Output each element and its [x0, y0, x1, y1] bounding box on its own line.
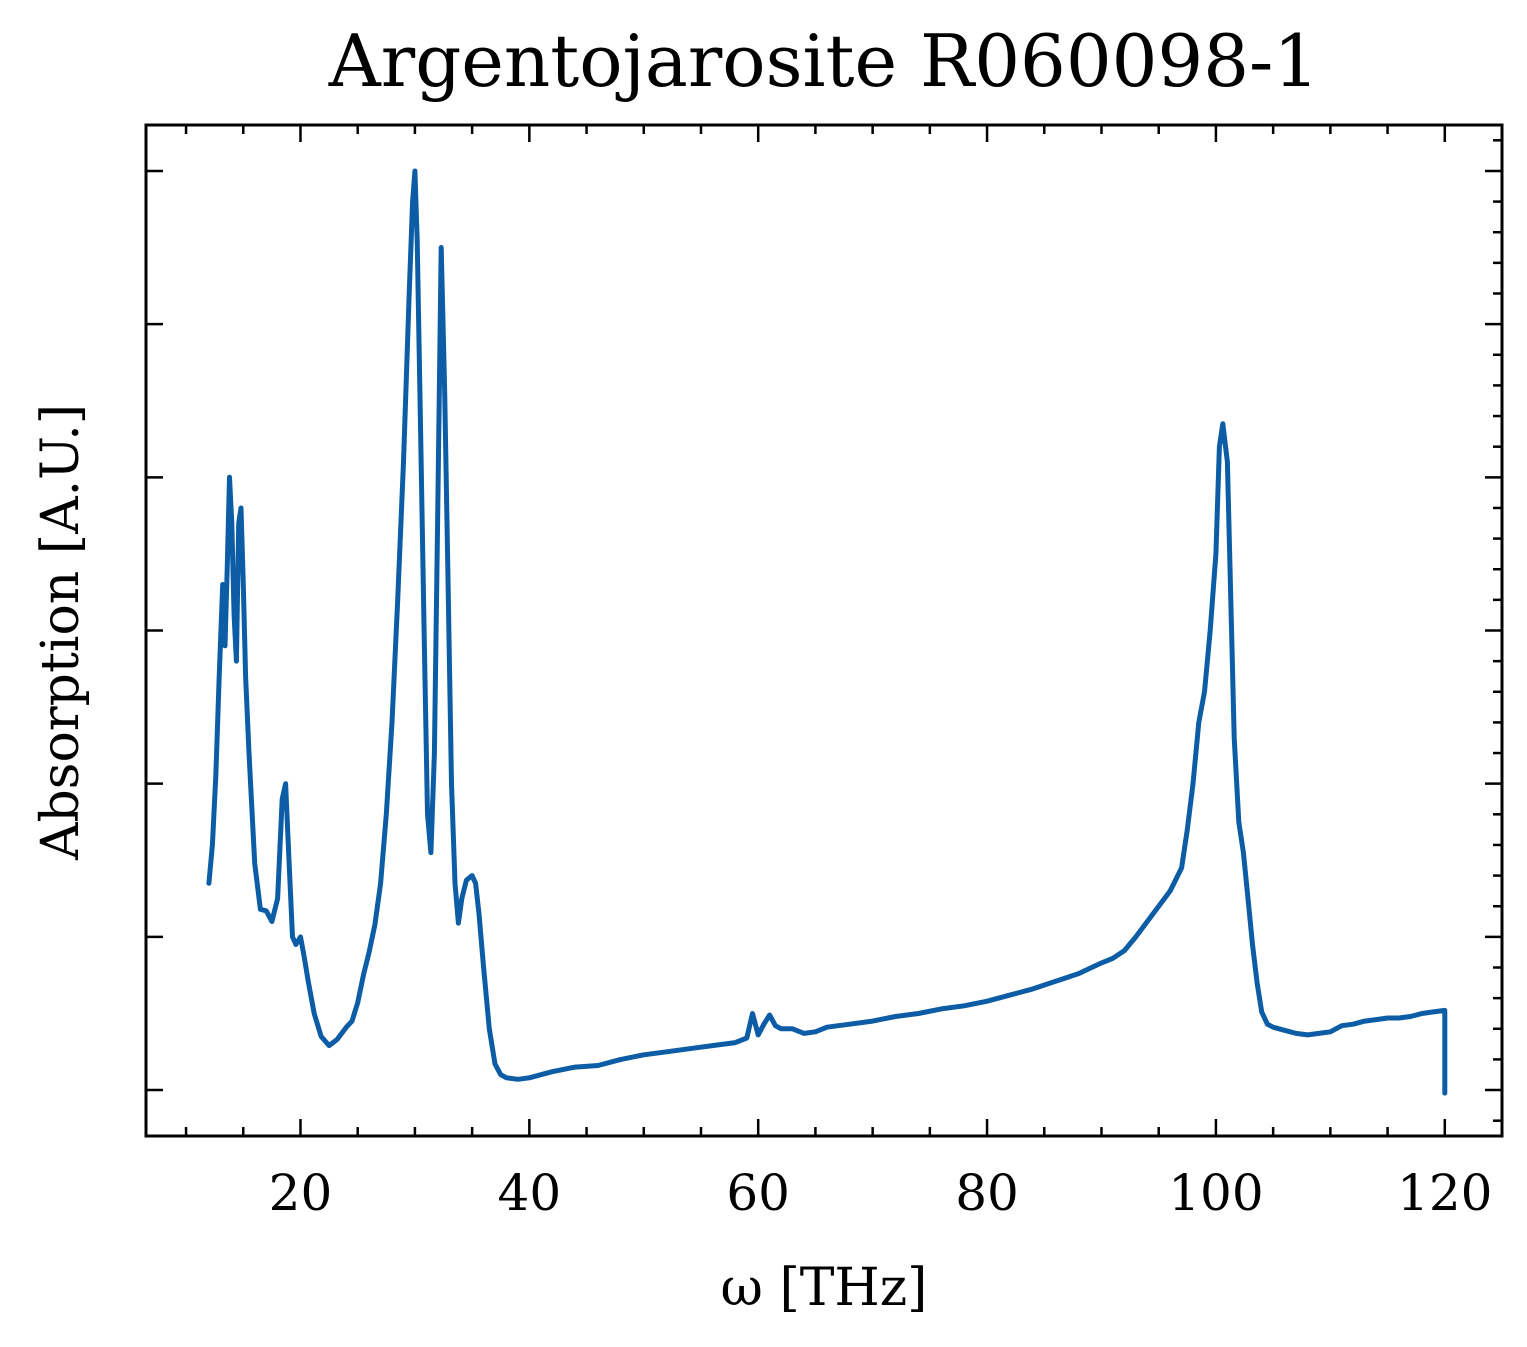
- x-tick-label: 120: [1397, 1164, 1492, 1222]
- x-tick-label: 20: [269, 1164, 333, 1222]
- x-tick-label: 100: [1168, 1164, 1263, 1222]
- x-axis-label: ω [THz]: [721, 1258, 928, 1318]
- x-tick-label: 60: [726, 1164, 790, 1222]
- plot-frame: [144, 123, 1504, 1138]
- y-axis-label: Absorption [A.U.]: [31, 404, 91, 861]
- chart-title: Argentojarosite R060098-1: [328, 19, 1319, 103]
- series-line-absorption: [206, 168, 1448, 1096]
- x-tick-label: 40: [498, 1164, 562, 1222]
- x-tick-label: 80: [955, 1164, 1019, 1222]
- x-axis-tick-labels: 20 40 60 80 100 120: [269, 1164, 1493, 1222]
